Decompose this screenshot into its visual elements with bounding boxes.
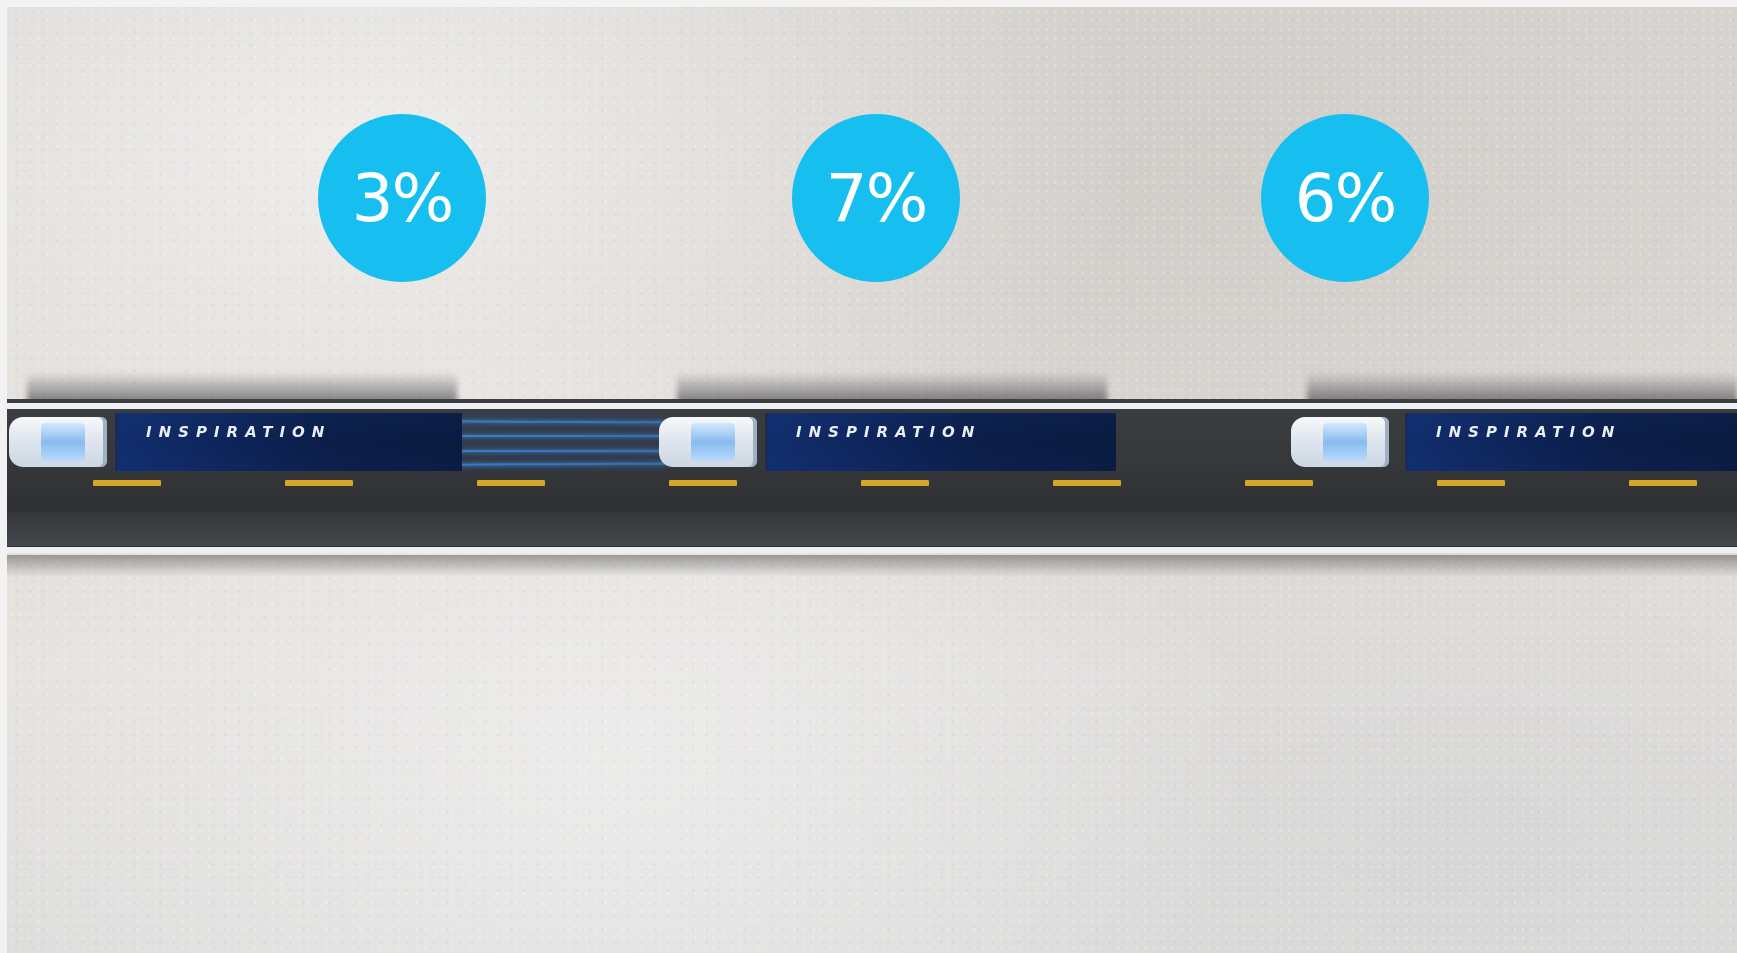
trailer-glow	[1408, 413, 1737, 471]
truck-3: INSPIRATION	[1291, 413, 1737, 471]
lane-dash	[861, 480, 929, 486]
trailer-glow	[118, 413, 462, 471]
windshield	[41, 423, 85, 461]
truck-cab-icon	[1291, 417, 1389, 467]
lane-dash	[93, 480, 161, 486]
windshield	[691, 423, 735, 461]
road-edge-line-top	[7, 403, 1737, 409]
truck-2: INSPIRATION	[659, 413, 1116, 471]
road-edge-line-bottom	[7, 547, 1737, 553]
lane-dash	[1629, 480, 1697, 486]
trailer: INSPIRATION	[765, 413, 1116, 471]
road-shadow	[7, 555, 1737, 577]
trailer: INSPIRATION	[115, 413, 462, 471]
trailer-label: INSPIRATION	[1436, 423, 1622, 441]
road-lane-lower	[7, 512, 1737, 546]
lane-dash	[477, 480, 545, 486]
truck-1: INSPIRATION	[7, 413, 462, 471]
lane-dash	[669, 480, 737, 486]
platooning-scene: INSPIRATION INSPIRATION INSPIRATION 3% 7…	[7, 7, 1737, 953]
trailer-label: INSPIRATION	[796, 423, 982, 441]
trailer-label: INSPIRATION	[146, 423, 332, 441]
trailer: INSPIRATION	[1405, 413, 1737, 471]
windshield	[1323, 423, 1367, 461]
fuel-savings-badge-1: 3%	[318, 114, 486, 282]
truck-cab-icon	[9, 417, 107, 467]
lane-dash	[1245, 480, 1313, 486]
truck-cab-icon	[659, 417, 757, 467]
lane-dash	[1437, 480, 1505, 486]
fuel-savings-badge-2: 7%	[792, 114, 960, 282]
lane-dash	[1053, 480, 1121, 486]
lane-dash	[285, 480, 353, 486]
trailer-glow	[768, 413, 1116, 471]
fuel-savings-badge-3: 6%	[1261, 114, 1429, 282]
